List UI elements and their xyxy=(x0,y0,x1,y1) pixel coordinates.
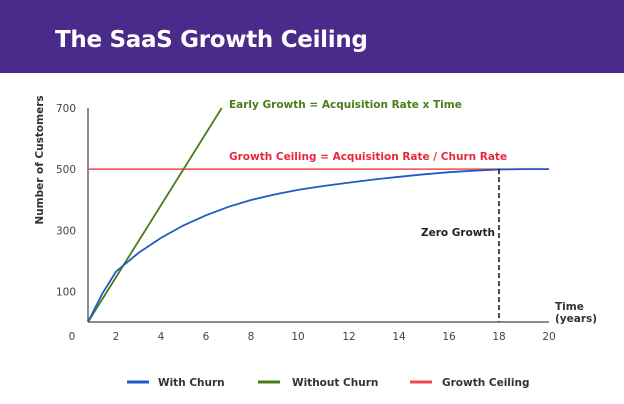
x-tick-label: 10 xyxy=(291,331,304,343)
early-growth-annotation: Early Growth = Acquisition Rate x Time xyxy=(229,99,462,111)
x-tick-label: 12 xyxy=(342,331,355,343)
legend: With Churn Without Churn Growth Ceiling xyxy=(127,377,529,389)
x-tick-label: 0 xyxy=(69,331,76,343)
x-tick-label: 6 xyxy=(203,331,210,343)
x-tick-label: 18 xyxy=(492,331,505,343)
x-tick-label: 4 xyxy=(158,331,165,343)
x-axis-label-line1: Time xyxy=(555,301,584,313)
x-tick-label: 2 xyxy=(113,331,120,343)
y-tick-label: 100 xyxy=(56,286,76,298)
legend-label-growth-ceiling: Growth Ceiling xyxy=(442,377,529,389)
x-tick-label: 16 xyxy=(442,331,456,343)
y-tick-label: 700 xyxy=(56,103,76,115)
legend-label-with-churn: With Churn xyxy=(158,377,225,389)
series-line-without-churn xyxy=(87,107,223,323)
zero-growth-annotation: Zero Growth xyxy=(421,227,495,239)
x-tick-label: 20 xyxy=(542,331,555,343)
header-banner: The SaaS Growth Ceiling xyxy=(0,0,624,73)
series-line-with-churn xyxy=(87,168,549,323)
legend-label-without-churn: Without Churn xyxy=(292,377,378,389)
y-tick-label: 500 xyxy=(56,164,76,176)
x-tick-label: 8 xyxy=(248,331,255,343)
y-axis-label: Number of Customers xyxy=(34,95,46,224)
x-tick-label: 14 xyxy=(392,331,406,343)
y-tick-label: 300 xyxy=(56,225,76,237)
x-axis-label-line2: (years) xyxy=(555,313,597,325)
growth-ceiling-annotation: Growth Ceiling = Acquisition Rate / Chur… xyxy=(229,151,507,163)
page-title: The SaaS Growth Ceiling xyxy=(55,27,368,53)
